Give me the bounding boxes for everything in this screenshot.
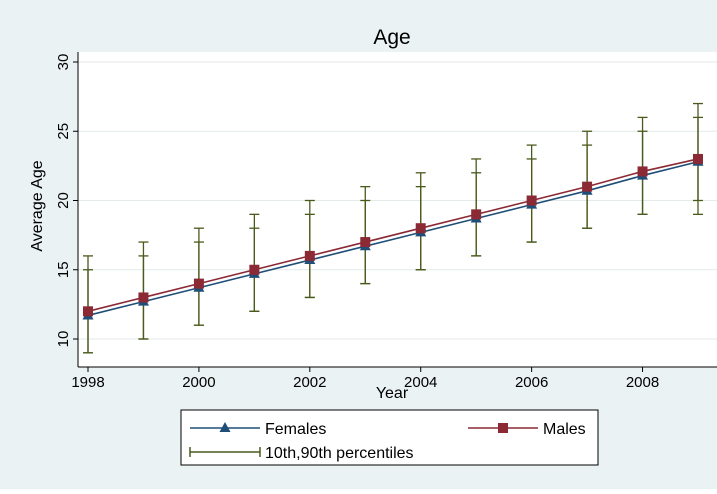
x-tick-label-2000: 2000 bbox=[182, 374, 215, 391]
y-tick-label-10: 10 bbox=[55, 331, 72, 348]
marker-males-2008 bbox=[637, 166, 648, 177]
x-tick-label-2006: 2006 bbox=[515, 374, 548, 391]
y-tick-label-20: 20 bbox=[55, 192, 72, 209]
y-tick-label-30: 30 bbox=[55, 54, 72, 71]
x-tick-label-2008: 2008 bbox=[626, 374, 659, 391]
y-axis-label: Average Age bbox=[29, 160, 46, 251]
legend-item-percentiles: 10th,90th percentiles bbox=[189, 445, 414, 462]
legend: Females Males 10th,90th percentiles bbox=[180, 409, 599, 466]
legend-item-males: Males bbox=[468, 421, 586, 438]
marker-males-2003 bbox=[360, 237, 371, 248]
plot-area bbox=[78, 52, 717, 367]
legend-females-label: Females bbox=[265, 421, 326, 438]
legend-percentiles-label: 10th,90th percentiles bbox=[265, 445, 414, 462]
x-axis-ticks: 1998 2000 2002 2004 2006 2008 bbox=[71, 367, 659, 391]
x-tick-label-2002: 2002 bbox=[293, 374, 326, 391]
y-tick-label-15: 15 bbox=[55, 261, 72, 278]
x-axis-label: Year bbox=[376, 385, 409, 402]
series-lines bbox=[87, 158, 699, 317]
marker-males-1998 bbox=[83, 306, 93, 317]
marker-males-2002 bbox=[304, 250, 315, 261]
series-line-males bbox=[87, 158, 699, 313]
y-axis-ticks: 10 15 20 25 30 bbox=[55, 54, 78, 348]
series-markers bbox=[82, 153, 704, 320]
marker-males-2000 bbox=[193, 278, 204, 289]
marker-males-2006 bbox=[526, 195, 537, 206]
chart-title: Age bbox=[373, 26, 410, 49]
marker-males-1999 bbox=[138, 292, 149, 303]
gridlines bbox=[78, 61, 717, 340]
marker-males-2009 bbox=[693, 153, 703, 164]
marker-males-2004 bbox=[415, 223, 426, 234]
marker-males-2007 bbox=[582, 181, 593, 192]
marker-males-2005 bbox=[471, 209, 482, 220]
legend-item-females: Females bbox=[190, 421, 326, 438]
y-tick-label-25: 25 bbox=[55, 123, 72, 140]
marker-males-2001 bbox=[249, 264, 260, 275]
x-tick-label-2004: 2004 bbox=[404, 374, 437, 391]
legend-males-marker bbox=[498, 423, 508, 433]
legend-males-label: Males bbox=[543, 421, 586, 438]
x-tick-label-1998: 1998 bbox=[71, 374, 104, 391]
series-line-females bbox=[87, 160, 699, 317]
legend-box bbox=[180, 409, 599, 466]
legend-females-marker bbox=[219, 422, 231, 432]
